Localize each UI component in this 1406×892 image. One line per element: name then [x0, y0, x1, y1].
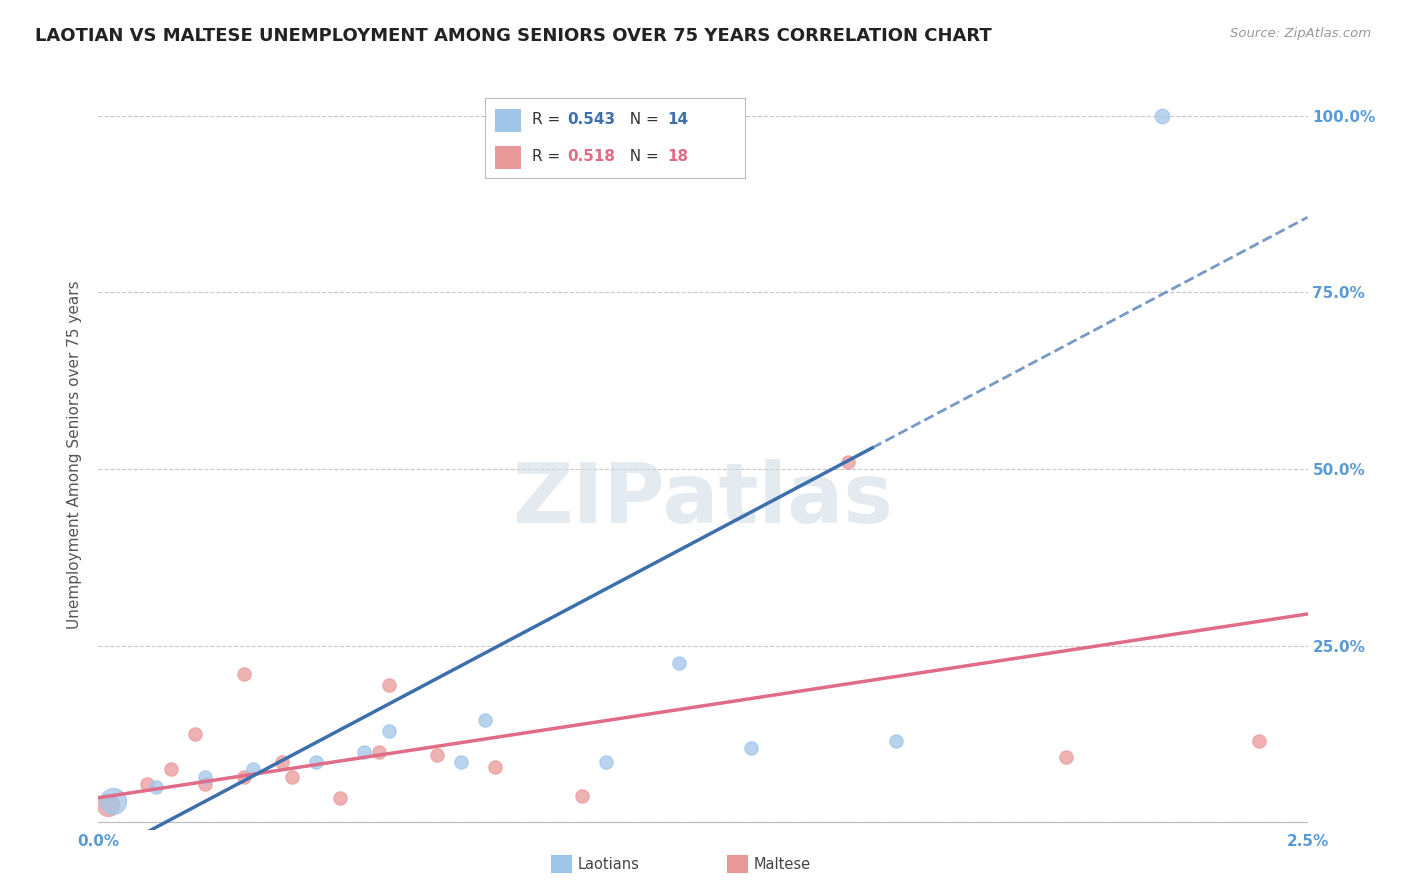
Point	[474, 713, 496, 727]
Point	[145, 780, 167, 794]
Text: N =: N =	[620, 149, 664, 164]
Point	[232, 667, 254, 681]
Point	[160, 763, 183, 777]
Point	[1054, 750, 1077, 764]
Text: 14: 14	[668, 112, 689, 128]
Point	[281, 770, 304, 784]
Point	[595, 756, 617, 770]
Text: 18: 18	[668, 149, 689, 164]
Point	[377, 723, 399, 738]
Point	[101, 794, 124, 808]
Point	[194, 776, 217, 790]
Text: Source: ZipAtlas.com: Source: ZipAtlas.com	[1230, 27, 1371, 40]
Text: LAOTIAN VS MALTESE UNEMPLOYMENT AMONG SENIORS OVER 75 YEARS CORRELATION CHART: LAOTIAN VS MALTESE UNEMPLOYMENT AMONG SE…	[35, 27, 991, 45]
Bar	[495, 110, 522, 132]
Point	[242, 763, 264, 777]
Text: R =: R =	[531, 149, 565, 164]
Point	[377, 678, 399, 692]
Point	[353, 745, 375, 759]
Text: 0.543: 0.543	[567, 112, 616, 128]
Point	[194, 770, 217, 784]
Point	[135, 776, 157, 790]
Point	[571, 789, 593, 803]
Point	[329, 790, 352, 805]
Point	[450, 756, 472, 770]
Point	[1152, 109, 1174, 123]
Point	[484, 760, 506, 774]
Text: R =: R =	[531, 112, 565, 128]
Point	[184, 727, 207, 741]
Text: 0.518: 0.518	[567, 149, 614, 164]
Point	[426, 748, 449, 763]
Point	[1249, 734, 1271, 748]
Bar	[495, 146, 522, 169]
Point	[368, 745, 391, 759]
Y-axis label: Unemployment Among Seniors over 75 years: Unemployment Among Seniors over 75 years	[67, 281, 83, 629]
Point	[305, 756, 328, 770]
Text: Laotians: Laotians	[578, 857, 640, 871]
Point	[271, 756, 294, 770]
Point	[740, 741, 762, 756]
Point	[232, 770, 254, 784]
Point	[668, 657, 690, 671]
Point	[837, 455, 859, 469]
Point	[886, 734, 908, 748]
Text: ZIPatlas: ZIPatlas	[513, 459, 893, 541]
Point	[97, 797, 120, 812]
Text: Maltese: Maltese	[754, 857, 811, 871]
Text: N =: N =	[620, 112, 664, 128]
